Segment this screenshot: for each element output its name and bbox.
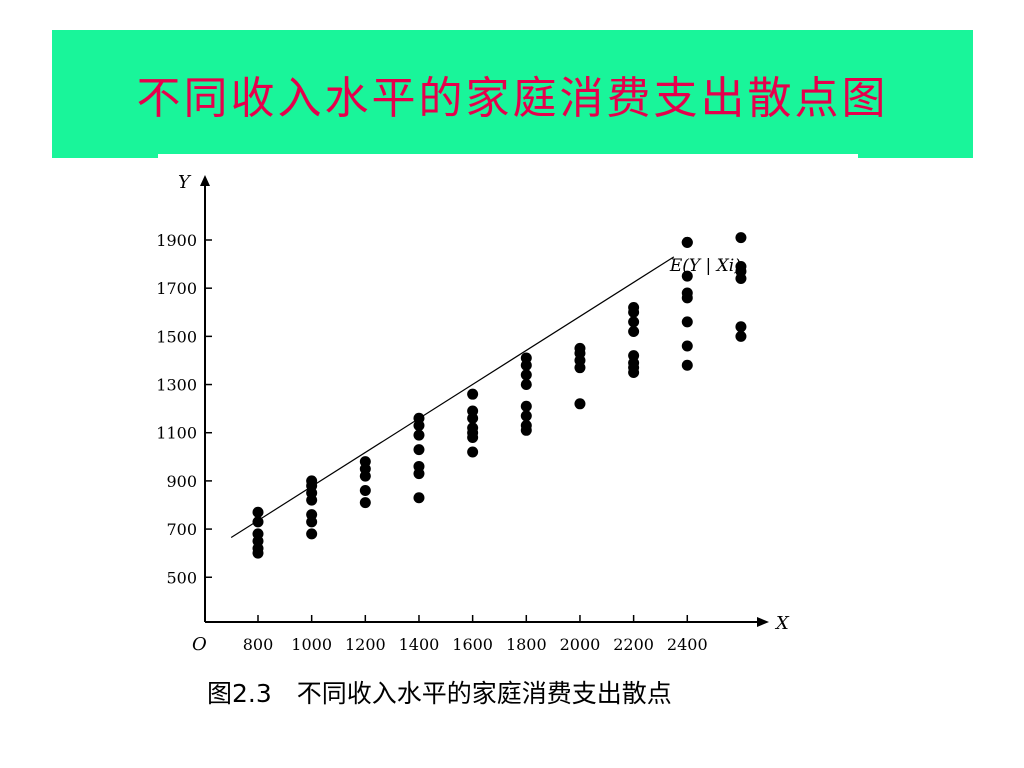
data-point <box>681 270 693 282</box>
x-tick-label: 1000 <box>291 635 332 654</box>
origin-label: O <box>192 634 207 655</box>
regression-line-path <box>230 256 675 539</box>
data-point <box>681 287 693 299</box>
data-point <box>413 429 425 441</box>
data-point <box>359 456 371 468</box>
x-tick-label: 1400 <box>399 635 440 654</box>
y-tick-label: 1300 <box>156 376 197 395</box>
data-point <box>681 236 693 248</box>
data-point <box>467 405 479 417</box>
chart-background <box>158 154 858 664</box>
data-point <box>306 509 318 521</box>
data-point <box>520 379 532 391</box>
x-tick-label: 1600 <box>452 635 493 654</box>
data-point <box>467 388 479 400</box>
y-ticks: 500 700 900 1100 1300 1500 1700 1900 <box>156 231 212 587</box>
data-point <box>413 460 425 472</box>
regression-line-label: E(Y | Xi) <box>669 256 741 276</box>
data-point <box>681 340 693 352</box>
y-tick-label: 1500 <box>156 327 197 346</box>
data-point <box>735 260 747 272</box>
data-point <box>520 400 532 412</box>
data-point <box>574 398 586 410</box>
y-tick-label: 900 <box>166 472 197 491</box>
data-point <box>252 516 264 528</box>
data-point <box>628 350 640 362</box>
data-point <box>735 330 747 342</box>
x-tick-label: 800 <box>243 635 274 654</box>
data-point <box>681 359 693 371</box>
data-point <box>467 446 479 458</box>
data-points <box>252 232 747 559</box>
y-tick-label: 1700 <box>156 279 197 298</box>
data-point <box>413 412 425 424</box>
data-point <box>520 410 532 422</box>
figure-caption: 图2.3 不同收入水平的家庭消费支出散点 <box>207 679 672 708</box>
x-tick-label: 1800 <box>506 635 547 654</box>
data-point <box>413 444 425 456</box>
data-point <box>681 316 693 328</box>
data-point <box>413 492 425 504</box>
x-tick-label: 2000 <box>560 635 601 654</box>
y-tick-label: 500 <box>166 568 197 587</box>
x-tick-label: 2400 <box>667 635 708 654</box>
data-point <box>520 369 532 381</box>
data-point <box>520 352 532 364</box>
data-point <box>628 301 640 313</box>
data-point <box>574 342 586 354</box>
data-point <box>359 497 371 509</box>
data-point <box>252 528 264 540</box>
data-point <box>306 528 318 540</box>
y-tick-label: 1900 <box>156 231 197 250</box>
title-banner: 不同收入水平的家庭消费支出散点图 <box>52 30 973 158</box>
data-point <box>735 321 747 333</box>
x-axis-label: X <box>774 613 790 634</box>
slide-title: 不同收入水平的家庭消费支出散点图 <box>136 73 889 124</box>
x-tick-label: 1200 <box>345 635 386 654</box>
x-tick-label: 2200 <box>613 635 654 654</box>
y-axis-label: Y <box>178 172 192 193</box>
data-point <box>252 506 264 518</box>
data-point <box>735 232 747 244</box>
data-point <box>467 422 479 434</box>
x-axis-arrow-icon <box>757 617 769 627</box>
data-point <box>628 326 640 338</box>
data-point <box>520 419 532 431</box>
data-point <box>306 475 318 487</box>
y-tick-label: 700 <box>166 520 197 539</box>
data-point <box>628 316 640 328</box>
y-tick-label: 1100 <box>156 424 197 443</box>
y-axis-arrow-icon <box>200 175 210 186</box>
data-point <box>359 485 371 497</box>
x-ticks: 800 1000 1200 1400 1600 1800 2000 2200 2400 <box>243 615 708 654</box>
